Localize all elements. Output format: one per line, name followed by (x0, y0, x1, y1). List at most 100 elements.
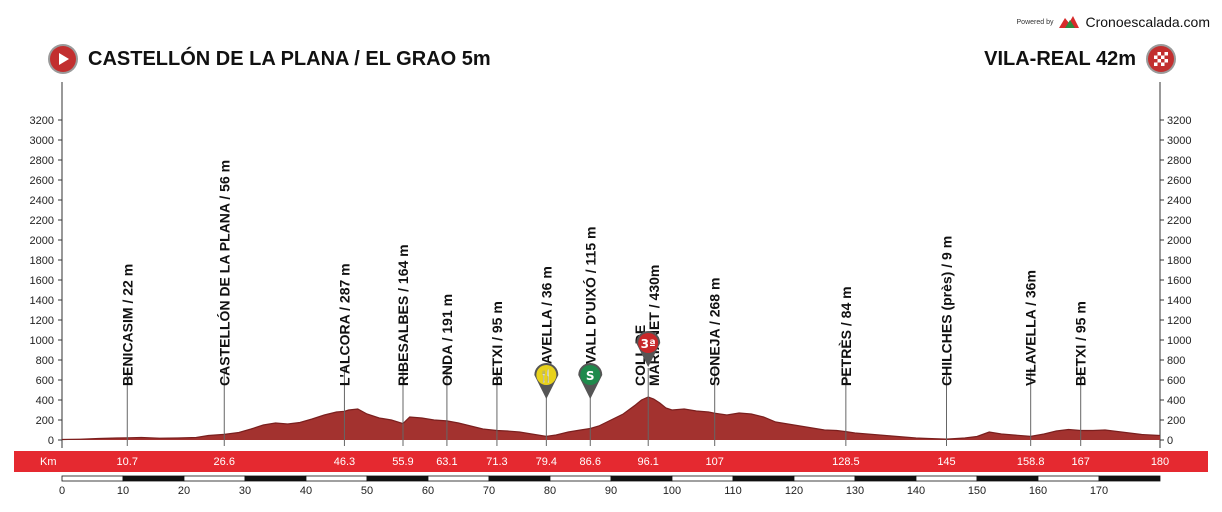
scale-segment (305, 475, 368, 482)
waypoint-label: BENICASIM / 22 m (119, 264, 135, 386)
y-tick-label-left: 2200 (30, 215, 54, 227)
y-tick-label-left: 2600 (30, 175, 54, 187)
y-tick-label-right: 1600 (1167, 275, 1191, 287)
y-tick-label-right: 1800 (1167, 255, 1191, 267)
x-tick-label: 60 (422, 485, 434, 497)
y-tick-label-left: 2800 (30, 155, 54, 167)
powered-by-label: Powered by (1016, 18, 1054, 26)
scale-segment (122, 475, 185, 482)
y-tick-label-left: 1400 (30, 295, 54, 307)
km-band-value: 71.3 (486, 456, 507, 468)
y-tick-label-left: 1000 (30, 335, 54, 347)
km-band-value: 79.4 (536, 456, 557, 468)
waypoint-label: VILAVELLA / 36m (1023, 270, 1039, 386)
waypoint-label-line2: MARIANET / 430m (646, 265, 662, 386)
waypoint-label: RIBESALBES / 164 m (395, 244, 411, 386)
scale-segment (183, 475, 246, 482)
waypoint-label: CASTELLÓN DE LA PLANA / 56 m (215, 160, 232, 386)
km-band-value: 107 (706, 456, 724, 468)
waypoint-label: CHILCHES (près) / 9 m (939, 236, 955, 386)
scale-segment (549, 475, 612, 482)
km-band-value: 158.8 (1017, 456, 1045, 468)
finish-flag-icon (1148, 46, 1174, 72)
x-tick-label: 0 (59, 485, 65, 497)
scale-segment (915, 475, 978, 482)
y-tick-label-right: 400 (1167, 395, 1185, 407)
scale-segment (854, 475, 917, 482)
x-tick-label: 110 (724, 485, 742, 497)
y-tick-label-right: 2400 (1167, 195, 1191, 207)
y-tick-label-left: 200 (36, 415, 54, 427)
km-band-value: 63.1 (436, 456, 457, 468)
mountain-logo-icon (1059, 16, 1080, 28)
km-band-value: 180 (1151, 456, 1169, 468)
marker-pin-face (638, 333, 659, 353)
waypoint-label: SONEJA / 268 m (707, 278, 723, 386)
y-tick-label-right: 600 (1167, 375, 1185, 387)
brand-name: Cronoescalada.com (1085, 14, 1210, 30)
y-tick-label-left: 1200 (30, 315, 54, 327)
km-band-value: 10.7 (117, 456, 138, 468)
waypoint-label: VILAVELLA / 36 m (538, 266, 554, 386)
waypoint-label: BETXI / 95 m (1073, 301, 1089, 386)
brand[interactable]: Powered by Cronoescalada.com (1017, 14, 1210, 30)
y-tick-label-right: 2600 (1167, 175, 1191, 187)
km-band-value: 167 (1072, 456, 1090, 468)
x-tick-label: 120 (785, 485, 803, 497)
scale-segment (61, 475, 124, 482)
start-header: CASTELLÓN DE LA PLANA / EL GRAO 5m (50, 46, 491, 72)
y-tick-label-right: 3000 (1167, 135, 1191, 147)
x-tick-label: 130 (846, 485, 864, 497)
x-tick-label: 140 (907, 485, 925, 497)
x-tick-label: 160 (1029, 485, 1047, 497)
climb-category-icon: 3ª (636, 331, 661, 367)
x-tick-label: 30 (239, 485, 251, 497)
x-tick-label: 100 (663, 485, 681, 497)
x-tick-label: 40 (300, 485, 312, 497)
x-tick-label: 170 (1090, 485, 1108, 497)
x-tick-label: 10 (117, 485, 129, 497)
elevation-profile-area (62, 397, 1160, 440)
x-tick-label: 70 (483, 485, 495, 497)
km-band-value: 128.5 (832, 456, 860, 468)
start-play-icon (50, 46, 76, 72)
y-tick-label-right: 0 (1167, 435, 1173, 447)
y-tick-label-left: 400 (36, 395, 54, 407)
y-tick-label-left: 1800 (30, 255, 54, 267)
km-band-value: 55.9 (392, 456, 413, 468)
y-tick-label-right: 3200 (1167, 115, 1191, 127)
scale-segment (732, 475, 795, 482)
marker-pin-face (580, 365, 601, 385)
scale-segment (793, 475, 856, 482)
y-tick-label-left: 800 (36, 355, 54, 367)
scale-segment (244, 475, 307, 482)
y-tick-label-right: 1200 (1167, 315, 1191, 327)
x-tick-label: 20 (178, 485, 190, 497)
sprint-icon: S (578, 363, 603, 399)
km-band-value: 46.3 (334, 456, 355, 468)
y-tick-label-right: 800 (1167, 355, 1185, 367)
y-tick-label-right: 2200 (1167, 215, 1191, 227)
km-band-value: 86.6 (580, 456, 601, 468)
y-tick-label-left: 3000 (30, 135, 54, 147)
y-tick-label-right: 1400 (1167, 295, 1191, 307)
waypoint-label: LA VALL D'UIXÓ / 115 m (581, 227, 598, 386)
finish-title: VILA-REAL 42m (984, 47, 1136, 70)
scale-segment (1037, 475, 1100, 482)
km-band-value: 145 (937, 456, 955, 468)
fork-knife-icon: 🍴 (534, 363, 559, 399)
start-title: CASTELLÓN DE LA PLANA / EL GRAO 5m (88, 47, 491, 70)
x-tick-label: 50 (361, 485, 373, 497)
km-band-value: 26.6 (214, 456, 235, 468)
km-band-label: Km (40, 456, 57, 468)
scale-segment (671, 475, 734, 482)
marker-pin-glyph: S (586, 369, 595, 383)
y-tick-label-left: 3200 (30, 115, 54, 127)
marker-pin-glyph: 🍴 (539, 369, 554, 383)
marker-pin-glyph: 3ª (641, 337, 656, 351)
y-tick-label-right: 200 (1167, 415, 1185, 427)
scale-segment (1098, 475, 1161, 482)
y-tick-label-right: 2000 (1167, 235, 1191, 247)
waypoint-label: BETXI / 95 m (489, 301, 505, 386)
